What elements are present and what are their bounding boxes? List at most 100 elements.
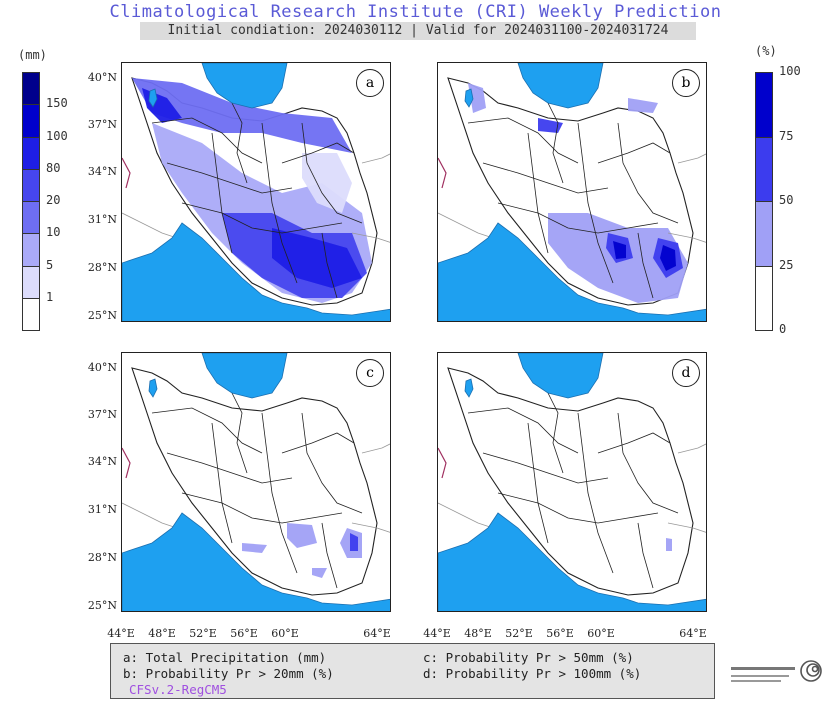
province-border [166,162,293,194]
province-border [321,522,338,589]
province-border [321,232,338,299]
left-colorbar-segment [22,201,40,235]
province-border [261,122,298,284]
right-colorbar-segment [755,72,773,138]
precip-contour [666,538,672,551]
longitude-tick-label: 52°E [189,627,217,640]
province-border [482,162,609,194]
province-border [151,117,263,164]
province-border [577,412,614,574]
left-colorbar-tick-label: 80 [46,160,61,175]
latitude-tick-label: 28°N [87,551,117,564]
persian-gulf [438,512,706,611]
province-border [166,452,293,484]
left-colorbar-tick-label: 100 [46,128,68,143]
lake-urmia [148,88,158,108]
neighbor-border [667,522,706,533]
right-colorbar-segment [755,136,773,202]
left-colorbar-segment [22,104,40,138]
latitude-tick-label: 28°N [87,261,117,274]
precip-contour [302,153,352,213]
left-colorbar-tick-label: 20 [46,193,61,207]
precip-contour [242,543,267,553]
left-colorbar-segment [22,265,40,299]
longitude-tick-label: 60°E [271,627,299,640]
panel-label-a: a [356,69,384,97]
neighbor-border [351,522,390,533]
map-panel-c: c [121,352,391,612]
province-border [577,122,614,284]
province-border [497,492,659,524]
neighbor-border [438,212,494,239]
neighbor-border [351,232,390,243]
map-panel-b: b [437,62,707,322]
right-colorbar-segment [755,265,773,331]
left-colorbar-segment [22,297,40,331]
right-colorbar-units: (%) [755,44,777,58]
map-canvas-b [438,63,706,321]
precip-contour [287,523,317,548]
map-panel-d: d [437,352,707,612]
latitude-tick-label: 25°N [87,309,117,322]
persian-gulf [122,222,390,321]
latitude-tick-label: 31°N [87,503,117,516]
legend-c: c: Probability Pr > 50mm (%) [423,650,634,665]
panel-label-b: b [672,69,700,97]
coastline-fragment [438,447,447,479]
province-border [181,492,343,524]
lake-urmia [464,378,474,398]
page-subtitle: Initial condiation: 2024030112 | Valid f… [140,22,696,40]
precip-contour [272,228,362,288]
latitude-tick-label: 34°N [87,455,117,468]
right-colorbar-tick-label: 75 [779,128,794,143]
caspian-sea [517,63,604,109]
coastline-fragment [122,157,131,189]
legend-box: a: Total Precipitation (mm) b: Probabili… [110,643,715,699]
coastline-fragment [438,157,447,189]
neighbor-border [122,212,178,239]
country-outline [447,367,694,596]
longitude-tick-label: 64°E [679,627,707,640]
latitude-tick-label: 31°N [87,213,117,226]
latitude-tick-label: 25°N [87,599,117,612]
longitude-tick-label: 64°E [363,627,391,640]
province-border [527,422,549,544]
longitude-tick-label: 44°E [423,627,451,640]
province-border [597,142,671,164]
precip-contour [613,241,626,259]
precip-contour [350,533,358,551]
map-canvas-d [438,353,706,611]
left-colorbar-units: (mm) [18,48,47,62]
precip-contour [132,78,352,153]
left-colorbar-segment [22,136,40,170]
province-border [497,202,659,234]
caspian-sea [517,353,604,399]
province-border [301,122,363,224]
longitude-tick-label: 48°E [464,627,492,640]
province-border [547,102,564,184]
map-panel-a: a [121,62,391,322]
precip-contour [312,568,327,578]
neighbor-border [361,443,390,454]
precip-contour [628,98,658,113]
province-border [637,232,654,299]
province-border [617,122,679,224]
left-colorbar-tick-label: 10 [46,225,61,240]
map-canvas-a [122,63,390,321]
latitude-tick-label: 40°N [87,71,117,84]
province-border [547,392,564,474]
neighbor-border [361,153,390,164]
longitude-tick-label: 44°E [107,627,135,640]
province-border [281,432,355,454]
institute-logo-icon [731,660,822,682]
province-border [231,392,248,474]
model-name: CFSv.2-RegCM5 [129,682,227,697]
latitude-tick-label: 40°N [87,361,117,374]
map-canvas-c [122,353,390,611]
neighbor-border [677,443,706,454]
longitude-tick-label: 60°E [587,627,615,640]
province-border [617,412,679,514]
province-border [597,432,671,454]
province-border [261,412,298,574]
lake-urmia [148,378,158,398]
